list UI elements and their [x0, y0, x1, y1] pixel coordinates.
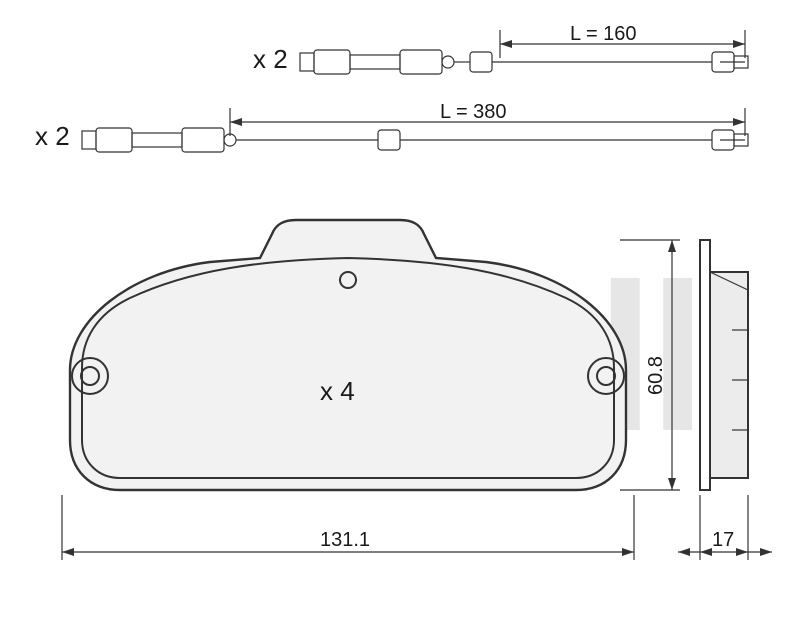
sensor-bottom-qty: x 2: [35, 121, 70, 151]
sensor-top-qty: x 2: [253, 44, 288, 74]
sensor-top-length-label: L = 160: [570, 23, 637, 45]
pad-qty-label: x 4: [320, 376, 355, 406]
dim-height-label: 60.8: [645, 356, 667, 395]
sensor-top: x 2 L = 160: [253, 23, 748, 74]
dim-width-label: 131.1: [320, 529, 370, 551]
dim-width: 131.1: [62, 495, 634, 560]
dim-thickness-label: 17: [712, 529, 734, 551]
sensor-bottom-length-label: L = 380: [440, 101, 507, 123]
sensor-bottom: x 2 L = 380: [35, 101, 748, 152]
dim-thickness: 17: [678, 495, 772, 560]
